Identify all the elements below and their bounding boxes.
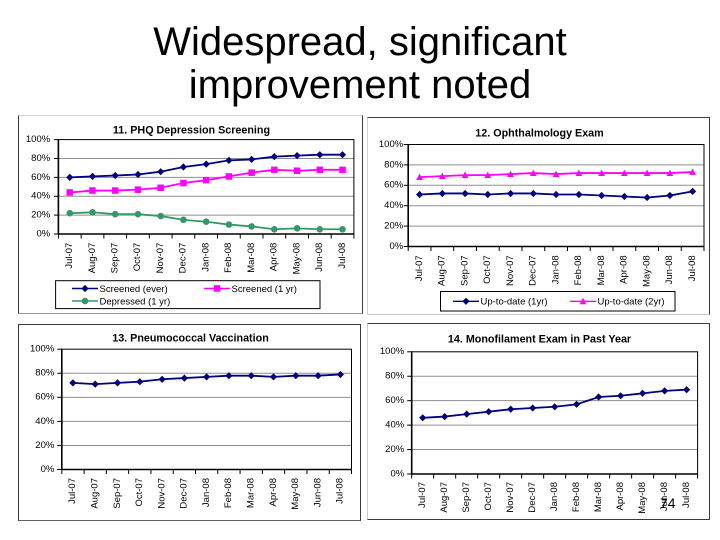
svg-text:Mar-08: Mar-08: [246, 243, 257, 273]
svg-text:Nov-07: Nov-07: [156, 478, 167, 509]
svg-text:80%: 80%: [385, 371, 405, 382]
svg-text:May-08: May-08: [637, 482, 648, 514]
svg-text:Oct-07: Oct-07: [483, 482, 494, 511]
svg-text:Mar-08: Mar-08: [246, 478, 257, 508]
svg-text:Up-to-date (2yr): Up-to-date (2yr): [598, 297, 665, 308]
svg-text:Jul-07: Jul-07: [414, 255, 425, 281]
svg-text:60%: 60%: [385, 395, 405, 406]
svg-text:Nov-07: Nov-07: [505, 255, 516, 286]
svg-text:Jan-08: Jan-08: [201, 478, 212, 507]
svg-text:Jul-08: Jul-08: [687, 255, 698, 281]
svg-text:Sep-07: Sep-07: [112, 478, 123, 509]
svg-text:100%: 100%: [26, 134, 51, 145]
svg-text:Mar-08: Mar-08: [593, 482, 604, 512]
svg-text:Jun-08: Jun-08: [314, 243, 325, 272]
svg-text:Apr-08: Apr-08: [619, 255, 630, 284]
svg-text:60%: 60%: [31, 172, 51, 183]
svg-text:Jan-08: Jan-08: [549, 482, 560, 511]
svg-text:100%: 100%: [30, 344, 55, 355]
svg-text:Feb-08: Feb-08: [571, 482, 582, 512]
svg-text:40%: 40%: [35, 416, 55, 427]
svg-text:0%: 0%: [36, 228, 50, 239]
svg-text:Dec-07: Dec-07: [527, 482, 538, 513]
svg-text:80%: 80%: [35, 368, 55, 379]
svg-text:Sep-07: Sep-07: [459, 255, 470, 286]
svg-text:Apr-08: Apr-08: [269, 243, 280, 272]
svg-text:20%: 20%: [31, 210, 51, 221]
svg-text:Sep-07: Sep-07: [461, 482, 472, 513]
svg-text:40%: 40%: [31, 191, 51, 202]
svg-text:May-08: May-08: [291, 243, 302, 275]
svg-text:May-08: May-08: [641, 255, 652, 287]
svg-text:20%: 20%: [35, 440, 55, 451]
svg-text:80%: 80%: [384, 159, 404, 170]
svg-text:Screened (ever): Screened (ever): [100, 284, 168, 295]
svg-text:Sep-07: Sep-07: [110, 243, 121, 274]
svg-text:Jun-08: Jun-08: [664, 255, 675, 284]
svg-text:Dec-07: Dec-07: [178, 243, 189, 274]
svg-text:Aug-07: Aug-07: [90, 478, 101, 509]
svg-text:Jun-08: Jun-08: [312, 478, 323, 507]
svg-text:14. Monofilament Exam in Past: 14. Monofilament Exam in Past Year: [448, 334, 632, 346]
svg-text:Screened (1 yr): Screened (1 yr): [232, 284, 297, 295]
svg-text:Aug-07: Aug-07: [439, 482, 450, 513]
svg-text:Oct-07: Oct-07: [132, 243, 143, 272]
svg-text:Nov-07: Nov-07: [155, 243, 166, 274]
svg-text:Apr-08: Apr-08: [615, 482, 626, 511]
svg-text:Feb-08: Feb-08: [223, 478, 234, 508]
svg-text:Mar-08: Mar-08: [596, 255, 607, 285]
svg-text:Jul-07: Jul-07: [67, 478, 78, 504]
svg-text:Feb-08: Feb-08: [223, 243, 234, 273]
svg-text:80%: 80%: [31, 153, 51, 164]
svg-text:Jul-08: Jul-08: [681, 482, 692, 508]
svg-text:0%: 0%: [390, 468, 404, 479]
svg-text:Oct-07: Oct-07: [482, 255, 493, 284]
svg-text:13. Pneumococcal Vaccination: 13. Pneumococcal Vaccination: [112, 333, 269, 345]
svg-text:60%: 60%: [384, 180, 404, 191]
svg-text:60%: 60%: [35, 392, 55, 403]
svg-text:Depressed (1 yr): Depressed (1 yr): [100, 296, 171, 307]
svg-text:Jan-08: Jan-08: [200, 243, 211, 272]
svg-text:Jul-07: Jul-07: [417, 482, 428, 508]
svg-text:Apr-08: Apr-08: [268, 478, 279, 507]
svg-text:Dec-07: Dec-07: [528, 255, 539, 286]
svg-text:40%: 40%: [385, 420, 405, 431]
svg-text:Jan-08: Jan-08: [550, 255, 561, 284]
svg-text:20%: 20%: [384, 221, 404, 232]
svg-text:Dec-07: Dec-07: [179, 478, 190, 509]
svg-text:Up-to-date (1yr): Up-to-date (1yr): [481, 297, 548, 308]
svg-text:0%: 0%: [389, 241, 403, 252]
svg-text:Jul-07: Jul-07: [64, 243, 75, 269]
svg-text:Jul-08: Jul-08: [337, 243, 348, 269]
svg-text:Jun-08: Jun-08: [659, 482, 670, 511]
svg-text:40%: 40%: [384, 200, 404, 211]
svg-text:20%: 20%: [385, 444, 405, 455]
svg-text:11. PHQ Depression Screening: 11. PHQ Depression Screening: [113, 125, 270, 137]
svg-text:May-08: May-08: [290, 478, 301, 510]
svg-text:100%: 100%: [380, 346, 405, 357]
svg-text:Feb-08: Feb-08: [573, 255, 584, 285]
svg-text:12. Ophthalmology Exam: 12. Ophthalmology Exam: [475, 127, 603, 139]
svg-text:Jul-08: Jul-08: [335, 478, 346, 504]
svg-text:Nov-07: Nov-07: [505, 482, 516, 513]
svg-text:0%: 0%: [41, 464, 55, 475]
svg-text:Oct-07: Oct-07: [134, 478, 145, 507]
svg-text:Aug-07: Aug-07: [87, 243, 98, 274]
svg-text:100%: 100%: [379, 139, 404, 150]
svg-text:Aug-07: Aug-07: [437, 255, 448, 286]
